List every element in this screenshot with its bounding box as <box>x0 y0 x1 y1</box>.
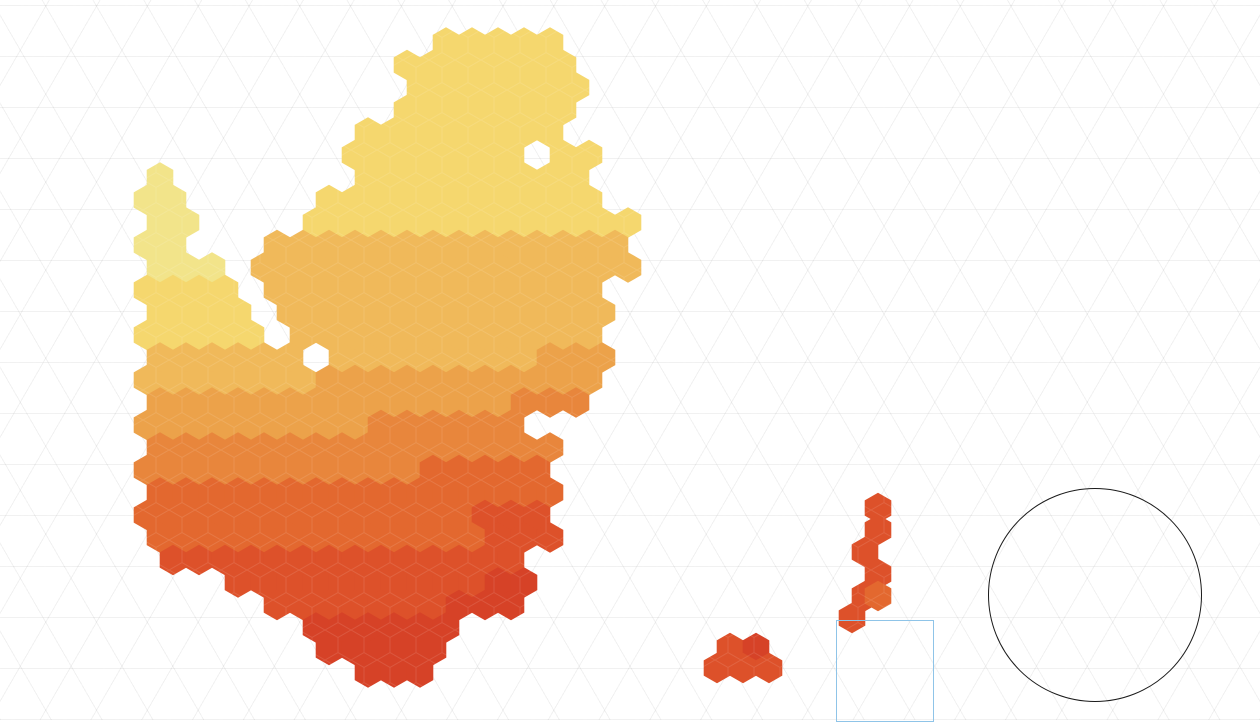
magnifier-content <box>989 489 1201 701</box>
south-china-sea-inset <box>836 620 934 722</box>
fujian-magnifier-inset[interactable] <box>988 488 1202 702</box>
magnifier-hex-map <box>989 489 1201 701</box>
